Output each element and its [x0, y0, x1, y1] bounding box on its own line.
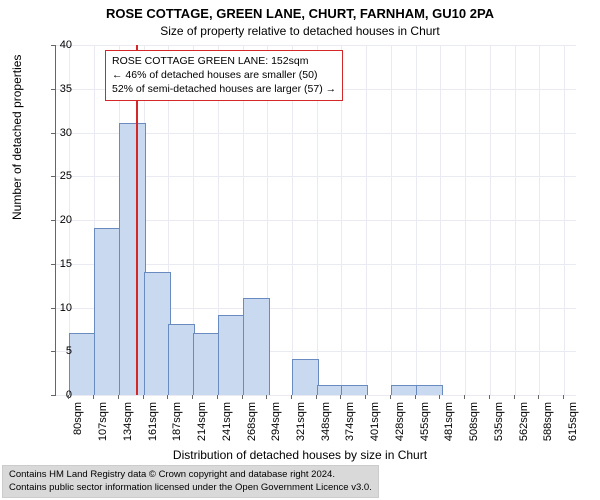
x-tick-label: 401sqm [369, 402, 381, 446]
y-tick-label: 30 [42, 127, 72, 139]
x-tick-label: 455sqm [419, 402, 431, 446]
histogram-bar [69, 333, 96, 395]
x-tick-label: 615sqm [567, 402, 579, 446]
y-tick [51, 133, 55, 134]
x-tick [464, 395, 465, 399]
y-tick-label: 20 [42, 214, 72, 226]
x-tick-label: 214sqm [196, 402, 208, 446]
gridline-v [416, 45, 417, 395]
histogram-bar [119, 123, 146, 395]
y-tick [51, 220, 55, 221]
gridline-v [366, 45, 367, 395]
x-tick-label: 294sqm [270, 402, 282, 446]
x-tick [291, 395, 292, 399]
annotation-box: ROSE COTTAGE GREEN LANE: 152sqm ← 46% of… [105, 50, 343, 101]
x-tick-label: 508sqm [468, 402, 480, 446]
x-tick [415, 395, 416, 399]
gridline-v [564, 45, 565, 395]
histogram-bar [218, 315, 245, 395]
x-tick-label: 187sqm [171, 402, 183, 446]
x-tick [514, 395, 515, 399]
y-tick [51, 176, 55, 177]
gridline-v [515, 45, 516, 395]
y-tick [51, 351, 55, 352]
x-tick [365, 395, 366, 399]
x-tick-label: 535sqm [493, 402, 505, 446]
y-tick-label: 15 [42, 258, 72, 270]
histogram-bar [317, 385, 344, 395]
y-tick-label: 35 [42, 83, 72, 95]
histogram-bar [416, 385, 443, 395]
x-tick [118, 395, 119, 399]
x-tick-label: 481sqm [443, 402, 455, 446]
x-tick [167, 395, 168, 399]
x-tick-label: 241sqm [221, 402, 233, 446]
chart-title: ROSE COTTAGE, GREEN LANE, CHURT, FARNHAM… [0, 6, 600, 21]
y-tick-label: 10 [42, 302, 72, 314]
x-tick [439, 395, 440, 399]
x-tick [68, 395, 69, 399]
footer-line-1: Contains HM Land Registry data © Crown c… [9, 469, 372, 481]
gridline-v [440, 45, 441, 395]
gridline-v [465, 45, 466, 395]
y-tick [51, 395, 55, 396]
gridline-v [490, 45, 491, 395]
x-tick [266, 395, 267, 399]
x-tick-label: 268sqm [246, 402, 258, 446]
y-tick [51, 308, 55, 309]
annotation-line-2: ← 46% of detached houses are smaller (50… [112, 68, 336, 82]
y-axis-label: Number of detached properties [10, 55, 24, 220]
x-tick-label: 428sqm [394, 402, 406, 446]
y-tick [51, 89, 55, 90]
y-tick-label: 5 [42, 345, 72, 357]
x-tick-label: 348sqm [320, 402, 332, 446]
x-tick-label: 107sqm [97, 402, 109, 446]
x-tick-label: 161sqm [147, 402, 159, 446]
annotation-line-3: 52% of semi-detached houses are larger (… [112, 82, 336, 96]
x-tick [563, 395, 564, 399]
histogram-bar [193, 333, 220, 395]
x-tick [316, 395, 317, 399]
histogram-bar [243, 298, 270, 395]
x-tick-label: 588sqm [542, 402, 554, 446]
x-tick [93, 395, 94, 399]
histogram-bar [168, 324, 195, 395]
y-tick [51, 45, 55, 46]
x-tick-label: 134sqm [122, 402, 134, 446]
histogram-bar [341, 385, 368, 395]
x-tick [340, 395, 341, 399]
y-tick-label: 25 [42, 170, 72, 182]
chart-subtitle: Size of property relative to detached ho… [0, 24, 600, 38]
histogram-chart: ROSE COTTAGE, GREEN LANE, CHURT, FARNHAM… [0, 0, 600, 500]
x-tick-label: 374sqm [344, 402, 356, 446]
x-tick [242, 395, 243, 399]
histogram-bar [94, 228, 121, 395]
gridline-v [391, 45, 392, 395]
x-tick [489, 395, 490, 399]
x-tick-label: 562sqm [518, 402, 530, 446]
histogram-bar [391, 385, 418, 395]
footer-attribution: Contains HM Land Registry data © Crown c… [2, 465, 379, 498]
x-tick [538, 395, 539, 399]
x-tick-label: 80sqm [72, 402, 84, 446]
x-tick [217, 395, 218, 399]
x-axis-label: Distribution of detached houses by size … [0, 448, 600, 462]
annotation-line-1: ROSE COTTAGE GREEN LANE: 152sqm [112, 54, 336, 68]
x-tick [143, 395, 144, 399]
histogram-bar [292, 359, 319, 395]
x-tick [390, 395, 391, 399]
x-tick [192, 395, 193, 399]
x-tick-label: 321sqm [295, 402, 307, 446]
footer-line-2: Contains public sector information licen… [9, 482, 372, 494]
histogram-bar [144, 272, 171, 396]
gridline-v [539, 45, 540, 395]
y-tick-label: 40 [42, 39, 72, 51]
y-tick [51, 264, 55, 265]
